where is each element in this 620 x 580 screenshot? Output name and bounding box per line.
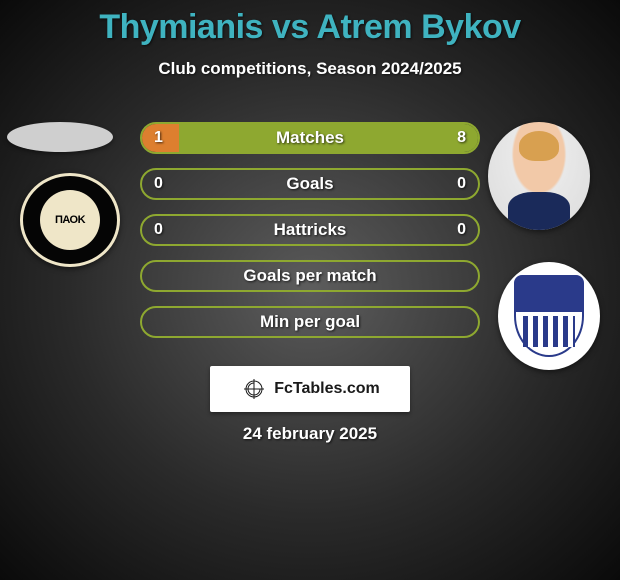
fctables-logo-icon — [240, 378, 268, 400]
stat-label: Goals — [142, 170, 478, 198]
left-club-text: ΠΑΟΚ — [40, 190, 100, 250]
stat-value-right: 8 — [457, 124, 466, 152]
stats-container: 1Matches80Goals00Hattricks0Goals per mat… — [140, 122, 480, 352]
stat-row: Goals per match — [140, 260, 480, 292]
stat-label: Matches — [142, 124, 478, 152]
page-title: Thymianis vs Atrem Bykov — [0, 0, 620, 47]
stat-value-right: 0 — [457, 216, 466, 244]
stat-row: 0Goals0 — [140, 168, 480, 200]
left-player-avatar — [7, 122, 113, 152]
stat-label: Goals per match — [142, 262, 478, 290]
branding-badge[interactable]: FcTables.com — [210, 366, 410, 412]
comparison-date: 24 february 2025 — [0, 424, 620, 444]
stat-value-right: 0 — [457, 170, 466, 198]
right-player-avatar — [488, 122, 590, 230]
stat-label: Hattricks — [142, 216, 478, 244]
stat-row: 1Matches8 — [140, 122, 480, 154]
page-subtitle: Club competitions, Season 2024/2025 — [0, 59, 620, 79]
branding-text: FcTables.com — [274, 380, 380, 398]
stat-label: Min per goal — [142, 308, 478, 336]
right-club-badge — [498, 262, 600, 370]
left-club-badge: ΠΑΟΚ — [20, 173, 120, 267]
stat-row: Min per goal — [140, 306, 480, 338]
right-club-shield-icon — [514, 275, 584, 357]
stat-row: 0Hattricks0 — [140, 214, 480, 246]
